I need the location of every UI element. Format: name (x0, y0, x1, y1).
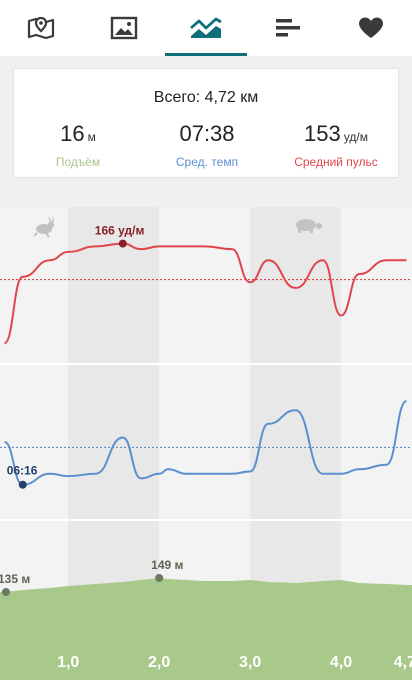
stat-pulse-unit: уд/м (343, 130, 368, 144)
stat-pace-label: Сред. темп (175, 155, 239, 169)
pulse-line (3, 242, 407, 345)
tab-map[interactable] (0, 0, 82, 56)
x-tick-label-0: 1,0 (57, 654, 79, 671)
tab-stats[interactable] (247, 0, 329, 56)
stat-elevation: 16 м Подъём (14, 121, 142, 169)
stat-pulse: 153 уд/м Средний пульс (272, 121, 400, 169)
heart-icon (358, 17, 383, 38)
x-tick-label-2: 3,0 (239, 654, 261, 671)
map-icon (28, 16, 55, 40)
hare-icon (33, 216, 55, 238)
total-label: Всего: (153, 89, 201, 106)
elevation-label-1: 149 м (151, 558, 183, 572)
total-distance: Всего: 4,72 км (14, 89, 398, 107)
stat-pulse-value: 153 (304, 121, 341, 146)
stat-elevation-label: Подъём (55, 155, 101, 169)
elevation-marker-1 (155, 574, 164, 582)
elevation-label-0: 135 м (0, 572, 30, 586)
turtle-icon (296, 219, 322, 233)
pace-best-marker (18, 480, 27, 489)
tab-health[interactable] (330, 0, 412, 56)
pulse-peak-marker (118, 239, 127, 248)
stat-pace-value: 07:38 (179, 121, 235, 146)
tab-chart[interactable] (164, 0, 248, 56)
stat-pulse-label: Средний пульс (294, 155, 378, 169)
elevation-marker-0 (2, 588, 10, 596)
total-value: 4,72 км (204, 89, 259, 106)
stat-elevation-value: 16 (60, 121, 85, 146)
chart-icon (190, 17, 222, 38)
chart-canvas[interactable]: 166 уд/м 06:16 135 м 149 м 1,0 2,0 3,0 4,0 4,7 (0, 207, 412, 680)
activity-chart[interactable]: 166 уд/м 06:16 135 м 149 м 1,0 2,0 3,0 4,0 4,7 (0, 207, 412, 680)
summary-card: Всего: 4,72 км 16 м Подъём 07:38 Сред. те… (13, 68, 399, 178)
photo-icon (110, 16, 137, 40)
pace-best-label: 06:16 (7, 464, 38, 478)
pulse-peak-label: 166 уд/м (95, 224, 145, 238)
elevation-area (0, 578, 412, 680)
stat-elevation-unit: м (87, 130, 96, 144)
tab-photos[interactable] (82, 0, 164, 56)
tab-bar (0, 0, 412, 56)
stat-pace: 07:38 Сред. темп (143, 121, 271, 169)
x-tick-label-3: 4,0 (330, 654, 352, 671)
bar-list-icon (276, 19, 301, 37)
x-tick-label-4: 4,7 (394, 654, 412, 671)
x-tick-label-1: 2,0 (148, 654, 170, 671)
pace-line (4, 400, 408, 486)
